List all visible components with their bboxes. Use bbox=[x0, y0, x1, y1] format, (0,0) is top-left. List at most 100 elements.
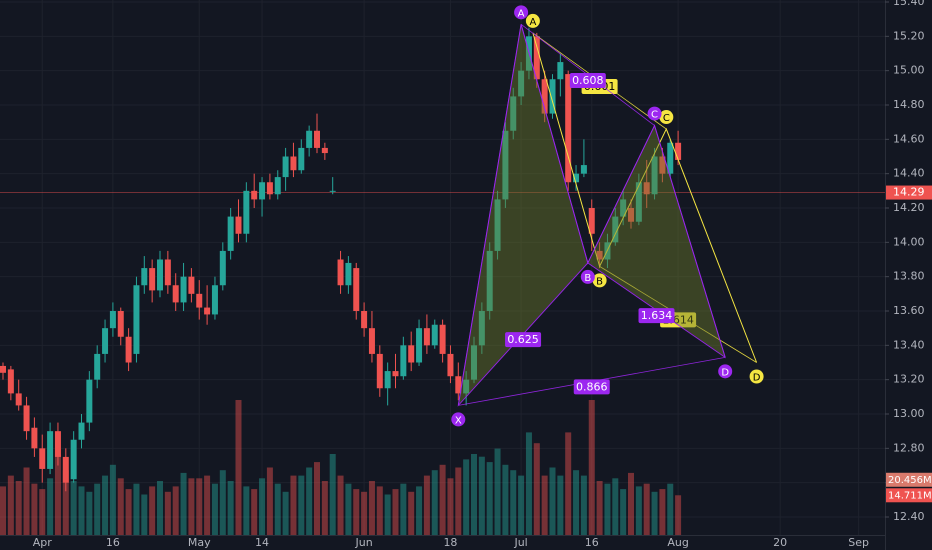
candle-body bbox=[329, 190, 336, 192]
candle-body bbox=[494, 199, 501, 251]
y-tick-label: 14.00 bbox=[893, 235, 925, 248]
point-badge bbox=[525, 13, 540, 28]
volume-bar bbox=[235, 400, 242, 535]
volume-bar bbox=[172, 486, 179, 535]
volume-bar bbox=[298, 475, 305, 535]
volume-bar bbox=[533, 443, 540, 535]
volume-bar bbox=[557, 475, 564, 535]
candle-body bbox=[7, 369, 14, 394]
volume-bar bbox=[196, 478, 203, 535]
volume-bar bbox=[15, 481, 22, 535]
volume-bar bbox=[125, 489, 132, 535]
candle-body bbox=[306, 130, 313, 148]
volume-bar bbox=[149, 486, 156, 535]
volume-bar bbox=[447, 478, 454, 535]
volume-layer bbox=[0, 400, 682, 535]
candle-body bbox=[102, 328, 109, 354]
candle-body bbox=[337, 259, 344, 286]
volume-bar bbox=[227, 481, 234, 535]
candle-body bbox=[431, 324, 438, 346]
volume-bar bbox=[510, 470, 517, 535]
point-label: B bbox=[596, 276, 603, 287]
ratio-badge bbox=[638, 308, 675, 324]
volume-bar bbox=[274, 483, 281, 535]
point-badge bbox=[718, 364, 733, 379]
candle-body bbox=[180, 276, 187, 303]
candle-body bbox=[109, 311, 116, 329]
y-tick-label: 14.80 bbox=[893, 98, 925, 111]
volume-bar bbox=[109, 464, 116, 535]
volume-bar bbox=[321, 481, 328, 535]
candle-body bbox=[408, 345, 415, 363]
volume-bar bbox=[439, 464, 446, 535]
point-label: A bbox=[518, 8, 525, 19]
candle-body bbox=[282, 156, 289, 178]
volume-bar bbox=[345, 483, 352, 535]
candle-body bbox=[447, 353, 454, 377]
volume-bar bbox=[219, 470, 226, 535]
volume-bar bbox=[486, 462, 493, 535]
x-tick-label: 18 bbox=[443, 536, 457, 549]
volume-bar bbox=[7, 475, 14, 535]
volume-bar bbox=[164, 491, 171, 535]
candle-body bbox=[94, 353, 101, 380]
volume-badge-label: 20.456M bbox=[888, 475, 932, 486]
volume-bar bbox=[463, 459, 470, 535]
candle-body bbox=[659, 156, 666, 174]
y-tick-label: 15.00 bbox=[893, 64, 925, 77]
candle-body bbox=[643, 182, 650, 195]
volume-bar bbox=[471, 454, 477, 535]
volume-bar bbox=[580, 475, 587, 535]
x-tick-label: Aug bbox=[667, 536, 688, 549]
volume-bar bbox=[78, 486, 85, 535]
volume-bar bbox=[211, 483, 218, 535]
volume-bar bbox=[478, 456, 485, 535]
volume-bar bbox=[431, 470, 438, 535]
volume-bar bbox=[329, 454, 336, 535]
candle-body bbox=[227, 216, 234, 251]
candle-body bbox=[463, 379, 470, 394]
volume-bar bbox=[133, 483, 140, 535]
point-label: D bbox=[721, 367, 729, 378]
volume-bar bbox=[353, 489, 360, 535]
volume-bar bbox=[141, 494, 148, 535]
volume-bar bbox=[314, 462, 320, 535]
last-price-label: 14.29 bbox=[893, 186, 925, 199]
y-tick-label: 13.20 bbox=[893, 373, 925, 386]
y-tick-label: 13.80 bbox=[893, 270, 925, 283]
candle-body bbox=[321, 147, 328, 154]
point-badge bbox=[514, 5, 529, 20]
candle-body bbox=[565, 74, 572, 183]
candle-body bbox=[573, 173, 580, 183]
volume-bar bbox=[180, 472, 187, 535]
candle-body bbox=[580, 165, 587, 174]
volume-bar bbox=[423, 475, 430, 535]
y-tick-label: 14.60 bbox=[893, 132, 925, 145]
y-tick-label: 14.40 bbox=[893, 167, 925, 180]
volume-bar bbox=[518, 475, 525, 535]
volume-bar bbox=[604, 483, 611, 535]
candle-body bbox=[117, 311, 124, 337]
volume-bar bbox=[368, 481, 375, 535]
candle-body bbox=[266, 182, 273, 195]
volume-bar bbox=[47, 478, 54, 535]
candle-body bbox=[557, 62, 564, 80]
volume-badge bbox=[886, 488, 932, 503]
candle-body bbox=[533, 36, 540, 80]
y-tick-label: 13.40 bbox=[893, 338, 925, 351]
candle-body bbox=[416, 328, 423, 363]
volume-bar bbox=[596, 481, 603, 535]
volume-bar bbox=[384, 494, 391, 535]
y-tick-label: 15.20 bbox=[893, 29, 925, 42]
candle-layer bbox=[0, 27, 682, 492]
volume-bar bbox=[392, 489, 399, 535]
volume-bar bbox=[408, 491, 415, 535]
candle-body bbox=[628, 208, 634, 222]
y-tick-label: 14.20 bbox=[893, 201, 925, 214]
ratio-badge bbox=[573, 379, 610, 395]
candle-body bbox=[133, 285, 140, 354]
y-tick-label: 12.80 bbox=[893, 441, 925, 454]
candle-body bbox=[0, 365, 6, 373]
last-price-badge bbox=[886, 185, 932, 200]
